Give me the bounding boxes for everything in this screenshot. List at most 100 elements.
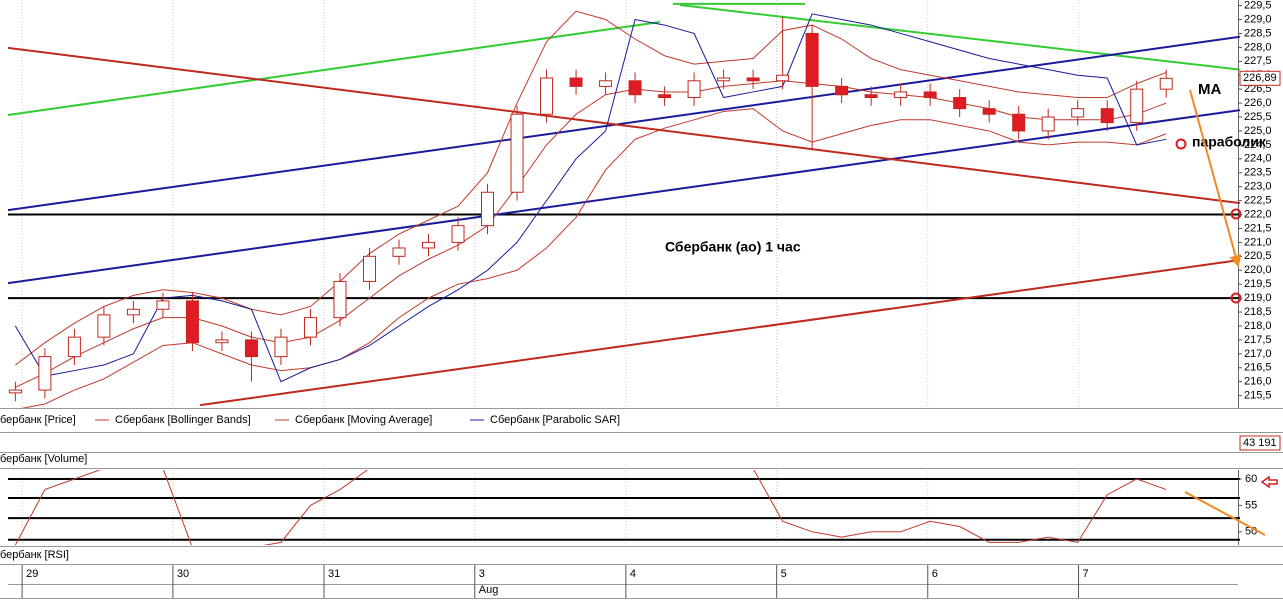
candle-body — [953, 97, 967, 110]
panel-label: бербанк [RSI] — [0, 549, 69, 561]
candle-body — [510, 113, 524, 193]
candle-body — [1041, 116, 1055, 132]
indicator-line — [21, 108, 1167, 408]
y-tick-label: 218,0 — [1244, 320, 1272, 332]
y-tick-label: 222,5 — [1244, 195, 1272, 207]
candle-body — [1071, 108, 1085, 118]
candle-body — [303, 317, 317, 338]
y-tick-label: 225,0 — [1244, 125, 1272, 137]
candle-body — [569, 77, 583, 87]
y-tick-label: 229,5 — [1244, 0, 1272, 11]
x-tick-label: 31 — [328, 568, 340, 580]
candle-body — [658, 94, 672, 99]
candle-body — [805, 32, 819, 87]
legend-label: бербанк [Price] — [0, 414, 76, 426]
y-tick-label: 222,0 — [1244, 208, 1272, 220]
candle-body — [126, 308, 140, 316]
candle-body — [835, 85, 849, 96]
plot-area — [8, 2, 1240, 408]
trend-line — [8, 46, 1240, 205]
x-axis: 29 30 31 3 4 5 6 7 Aug — [21, 565, 1089, 598]
marker — [1230, 208, 1242, 220]
candle-body — [392, 247, 406, 257]
y-tick-label: 217,5 — [1244, 334, 1272, 346]
x-tick-label: 30 — [177, 568, 189, 580]
y-tick-label: 223,0 — [1244, 181, 1272, 193]
candle-body — [894, 91, 908, 99]
volume-value-box — [1239, 435, 1281, 451]
last-price-label: 226,89 — [1243, 72, 1277, 84]
candle-body — [746, 77, 760, 82]
candle-body — [982, 108, 996, 115]
indicator-line — [15, 80, 1167, 388]
candle-body — [8, 389, 22, 394]
x-tick-label: 5 — [781, 568, 787, 580]
annotation: MA — [1198, 81, 1221, 98]
candle-body — [244, 339, 258, 358]
marker — [1175, 138, 1187, 150]
y-tick-label: 217,0 — [1244, 348, 1272, 360]
y-tick-label: 216,5 — [1244, 362, 1272, 374]
y-tick-label: 225,5 — [1244, 111, 1272, 123]
y-tick-label: 228,5 — [1244, 27, 1272, 39]
y-tick-label: 229,0 — [1244, 13, 1272, 25]
y-tick-label: 221,0 — [1244, 236, 1272, 248]
candle-body — [1100, 108, 1114, 124]
candle-body — [1159, 77, 1173, 90]
y-tick-label: 219,5 — [1244, 278, 1272, 290]
y-tick-label: 216,0 — [1244, 376, 1272, 388]
candle-body — [333, 280, 347, 319]
legend-label: Сбербанк [Bollinger Bands] — [115, 414, 251, 426]
candle-body — [185, 300, 199, 344]
candle-body — [362, 255, 376, 282]
arrow — [1189, 89, 1242, 268]
candle-body — [864, 94, 878, 99]
candle-body — [274, 336, 288, 358]
volume-value-label: 43 191 — [1243, 437, 1277, 449]
y-tick-label: 220,0 — [1244, 264, 1272, 276]
trend-line — [8, 109, 1240, 285]
x-tick-label: 6 — [932, 568, 938, 580]
marker — [1230, 292, 1242, 304]
y-tick-label: 224,5 — [1244, 139, 1272, 151]
x-tick-label: 4 — [630, 568, 636, 580]
marker — [1260, 475, 1278, 489]
y-tick-label: 226,0 — [1244, 97, 1272, 109]
y-tick-label: 224,0 — [1244, 153, 1272, 165]
candle-body — [97, 314, 111, 338]
y-tick-label: 55 — [1245, 499, 1257, 511]
candle-body — [717, 77, 731, 82]
candle-body — [481, 191, 495, 227]
y-tick-label: 215,5 — [1244, 390, 1272, 402]
y-tick-label: 60 — [1245, 473, 1257, 485]
indicator-line — [14, 470, 1167, 545]
trend-line — [8, 35, 1240, 212]
candle-body — [599, 80, 613, 87]
chart-title: Сбербанк (ао) 1 час — [665, 239, 801, 255]
x-month-label: Aug — [479, 584, 499, 596]
annotation: параболик — [1192, 134, 1267, 150]
legend-label: Сбербанк [Moving Average] — [295, 414, 432, 426]
last-price-box — [1239, 70, 1281, 86]
candle-body — [38, 356, 52, 391]
legend-bar — [0, 408, 1283, 432]
x-tick-label: 7 — [1083, 568, 1089, 580]
y-tick-label: 226,5 — [1244, 83, 1272, 95]
candle-body — [923, 91, 937, 99]
volume-panel: бербанк [Volume] 43 191 — [0, 435, 1281, 465]
trend-line — [679, 4, 1240, 71]
candle-body — [156, 300, 170, 310]
arrow — [1184, 491, 1266, 536]
y-tick-label: 218,5 — [1244, 306, 1272, 318]
candle-body — [67, 336, 81, 358]
y-tick-label: 219,0 — [1244, 292, 1272, 304]
x-tick-label: 29 — [26, 568, 38, 580]
y-tick-label: 228,0 — [1244, 41, 1272, 53]
indicator-line — [14, 13, 1167, 383]
candle-body — [215, 339, 229, 344]
candle-body — [540, 77, 554, 115]
x-tick-label: 3 — [479, 568, 485, 580]
candle-body — [776, 74, 790, 82]
